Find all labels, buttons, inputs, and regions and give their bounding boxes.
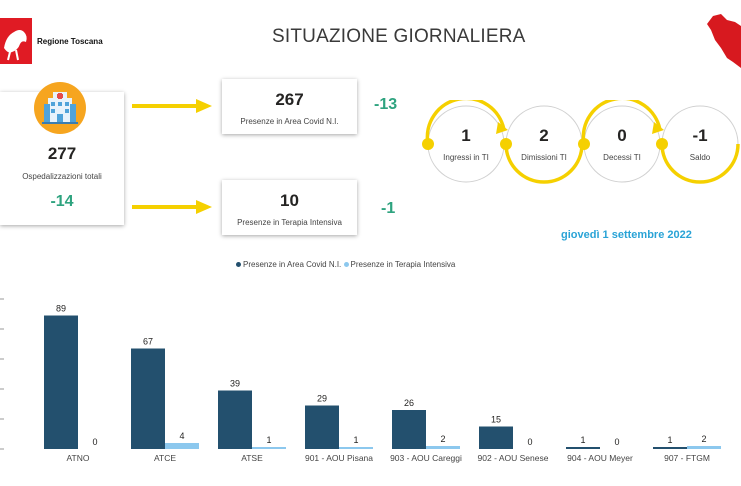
- bar-area-covid[interactable]: [218, 390, 252, 450]
- x-tick-label: 901 - AOU Pisana: [305, 453, 373, 463]
- bar-value-label: 2: [440, 434, 445, 444]
- flow-value-decessi: 0: [617, 126, 627, 145]
- flow-label-decessi: Decessi TI: [603, 153, 641, 162]
- legend-dot: [343, 262, 349, 268]
- bar-area-covid[interactable]: [392, 410, 426, 449]
- legend-label: Presenze in Terapia Intensiva: [350, 260, 456, 269]
- arrow-right-icon: [652, 122, 664, 134]
- x-tick-label: 902 - AOU Senese: [478, 453, 549, 463]
- bar-value-label: 1: [353, 435, 358, 445]
- flow-arc: [425, 100, 506, 145]
- x-tick-label: ATNO: [67, 453, 90, 463]
- flow-value-ingressi: 1: [461, 126, 471, 145]
- legend-dot: [236, 262, 241, 268]
- area-covid-value: 267: [275, 90, 304, 109]
- flow-value-dimissioni: 2: [539, 126, 549, 145]
- bar-area-covid[interactable]: [305, 405, 339, 450]
- total-label: Ospedalizzazioni totali: [22, 172, 102, 181]
- flow-value-saldo: -1: [692, 126, 708, 145]
- bar-value-label: 29: [317, 394, 327, 404]
- icu-flow-diagram: [422, 100, 740, 184]
- bar-terapia-intensiva[interactable]: [165, 443, 199, 449]
- bar-value-label: 2: [701, 434, 706, 444]
- flow-label-dimissioni: Dimissioni TI: [521, 153, 567, 162]
- bar-area-covid[interactable]: [653, 447, 687, 449]
- bar-value-label: 39: [230, 379, 240, 389]
- legend-item: Presenze in Terapia Intensiva: [343, 260, 456, 269]
- x-tick-label: 904 - AOU Meyer: [567, 453, 633, 463]
- arrow-right-icon: [132, 99, 212, 113]
- bar-area-covid[interactable]: [566, 447, 600, 449]
- bar-terapia-intensiva[interactable]: [339, 447, 373, 449]
- report-date: giovedì 1 settembre 2022: [561, 229, 692, 241]
- bar-value-label: 67: [143, 337, 153, 347]
- area-covid-delta: -13: [374, 96, 398, 113]
- bar-area-covid[interactable]: [44, 315, 78, 450]
- chart-legend: Presenze in Area Covid N.I. Presenze in …: [236, 260, 455, 269]
- flow-node: [578, 138, 590, 150]
- x-tick-label: ATCE: [154, 453, 176, 463]
- flow-arc: [504, 143, 584, 184]
- flow-label-saldo: Saldo: [689, 153, 711, 162]
- bar-value-label: 0: [614, 437, 619, 447]
- terapia-intensiva-delta: -1: [381, 200, 396, 217]
- bar-terapia-intensiva[interactable]: [687, 446, 721, 449]
- flow-node: [500, 138, 512, 150]
- flow-node: [656, 138, 668, 150]
- bar-area-covid[interactable]: [131, 348, 165, 450]
- bar-area-covid[interactable]: [479, 426, 513, 450]
- legend-label: Presenze in Area Covid N.I.: [243, 260, 342, 269]
- flow-label-ingressi: Ingressi in TI: [443, 153, 489, 162]
- page-title: SITUAZIONE GIORNALIERA: [272, 26, 526, 47]
- terapia-intensiva-value: 10: [280, 191, 299, 210]
- flow-node: [422, 138, 434, 150]
- flow-arc: [581, 100, 662, 145]
- flow-arc: [660, 143, 740, 184]
- bar-value-label: 1: [667, 435, 672, 445]
- bar-terapia-intensiva[interactable]: [426, 446, 460, 449]
- total-value: 277: [47, 144, 77, 163]
- area-covid-label: Presenze in Area Covid N.I.: [240, 117, 339, 126]
- total-delta: -14: [50, 193, 74, 210]
- bar-value-label: 15: [491, 415, 501, 425]
- arrow-right-icon: [496, 122, 508, 134]
- region-name: Regione Toscana: [37, 37, 103, 46]
- bar-value-label: 0: [92, 437, 97, 447]
- bar-value-label: 26: [404, 398, 414, 408]
- area-covid-card: [222, 79, 357, 134]
- arrow-right-icon: [132, 200, 212, 214]
- bar-terapia-intensiva[interactable]: [252, 447, 286, 449]
- bar-value-label: 1: [580, 435, 585, 445]
- x-tick-label: ATSE: [241, 453, 263, 463]
- x-tick-label: 903 - AOU Careggi: [390, 453, 462, 463]
- legend-item: Presenze in Area Covid N.I.: [236, 260, 341, 269]
- tuscany-map-icon: [705, 12, 741, 68]
- x-tick-label: 907 - FTGM: [664, 453, 710, 463]
- bar-value-label: 4: [179, 431, 184, 441]
- bar-value-label: 1: [266, 435, 271, 445]
- hospital-icon: [34, 82, 86, 134]
- terapia-intensiva-label: Presenze in Terapia Intensiva: [237, 218, 342, 227]
- bar-value-label: 89: [56, 304, 66, 314]
- region-logo-icon: [0, 18, 32, 64]
- terapia-intensiva-card: [222, 180, 357, 235]
- bar-value-label: 0: [527, 437, 532, 447]
